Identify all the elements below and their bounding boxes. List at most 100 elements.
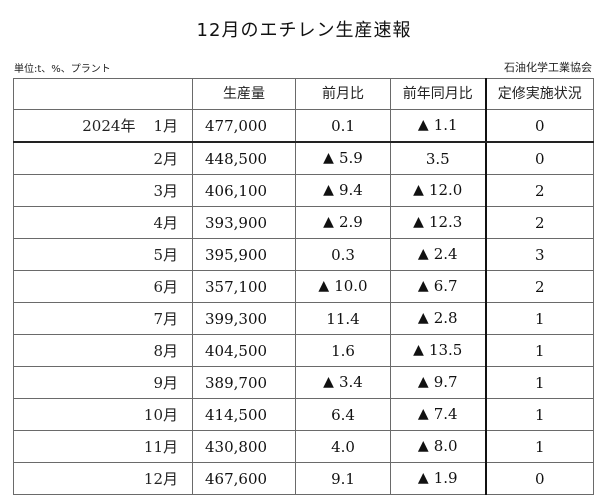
table-row: 3月 406,100 ▲ 9.4 ▲ 12.0 2 (13, 174, 594, 207)
percent-value: 1.9 (433, 469, 458, 487)
month-label: 11月 (143, 437, 178, 456)
mom-change-cell: ▲ 5.9 (295, 141, 391, 175)
ethylene-production-table: 生産量 前月比 前年同月比 定修実施状況 2024年 1月 477,000 0.1 ▲ 1… (13, 78, 594, 495)
negative-triangle-icon: ▲ (417, 310, 429, 326)
percent-value: 13.5 (428, 341, 463, 359)
header-month-over-month: 前月比 (295, 78, 391, 110)
production-cell: 399,300 (192, 302, 296, 335)
production-cell: 430,800 (192, 430, 296, 463)
percent-value: 12.3 (428, 213, 463, 231)
production-cell: 389,700 (192, 366, 296, 399)
source-attribution: 石油化学工業協会 (504, 61, 592, 74)
mom-change-cell: 1.6 (295, 334, 391, 367)
table-body: 2024年 1月 477,000 0.1 ▲ 1.1 0 2月 448,500 ▲ 5.9 3.5 0 3… (13, 109, 594, 495)
negative-triangle-icon: ▲ (417, 278, 429, 294)
header-production: 生産量 (192, 78, 296, 110)
mom-change-cell: 0.1 (295, 109, 391, 143)
header-year-over-year: 前年同月比 (390, 78, 486, 110)
percent-value: 9.1 (331, 469, 355, 488)
maintenance-count-cell: 1 (484, 430, 594, 463)
period-cell: 4月 (13, 206, 193, 239)
mom-change-cell: ▲ 10.0 (295, 270, 391, 303)
production-cell: 414,500 (192, 398, 296, 431)
mom-change-cell: ▲ 2.9 (295, 206, 391, 239)
table-row: 10月 414,500 6.4 ▲ 7.4 1 (13, 398, 594, 431)
percent-value: 1.1 (433, 116, 458, 134)
table-row: 2月 448,500 ▲ 5.9 3.5 0 (13, 141, 594, 175)
percent-value: 12.0 (428, 181, 463, 199)
mom-change-cell: 6.4 (295, 398, 391, 431)
page-title: 12月のエチレン生産速報 (196, 20, 412, 41)
mom-change-cell: 4.0 (295, 430, 391, 463)
negative-triangle-icon: ▲ (417, 374, 429, 390)
production-cell: 357,100 (192, 270, 296, 303)
unit-note: 単位:t、%、プラント (14, 64, 111, 75)
percent-value: 6.7 (433, 277, 458, 295)
period-cell: 12月 (13, 462, 193, 495)
month-label: 12月 (143, 469, 178, 488)
percent-value: 10.0 (334, 277, 368, 295)
month-label: 1月 (153, 116, 178, 135)
percent-value: 0.3 (331, 245, 355, 264)
month-label: 6月 (153, 277, 178, 296)
table-row: 5月 395,900 0.3 ▲ 2.4 3 (13, 238, 594, 271)
mom-change-cell: 11.4 (295, 302, 391, 335)
period-cell: 9月 (13, 366, 193, 399)
month-label: 9月 (153, 373, 178, 392)
negative-triangle-icon: ▲ (413, 214, 424, 230)
negative-triangle-icon: ▲ (318, 278, 330, 294)
maintenance-count-cell: 2 (484, 174, 594, 207)
percent-value: 2.4 (433, 245, 458, 263)
percent-value: 8.0 (433, 437, 458, 455)
yoy-change-cell: ▲ 12.0 (390, 174, 486, 207)
negative-triangle-icon: ▲ (413, 182, 424, 198)
yoy-change-cell: ▲ 8.0 (390, 430, 486, 463)
yoy-change-cell: ▲ 13.5 (390, 334, 486, 367)
header-maintenance: 定修実施状況 (484, 78, 594, 110)
month-label: 5月 (153, 245, 178, 264)
period-cell: 6月 (13, 270, 193, 303)
percent-value: 0.1 (331, 116, 355, 135)
period-cell: 2月 (13, 141, 193, 175)
period-cell: 2024年 1月 (13, 109, 193, 143)
period-cell: 10月 (13, 398, 193, 431)
header-period (13, 78, 193, 110)
yoy-change-cell: ▲ 2.8 (390, 302, 486, 335)
month-label: 10月 (143, 405, 178, 424)
month-label: 8月 (153, 341, 178, 360)
maintenance-count-cell: 1 (484, 398, 594, 431)
month-label: 3月 (153, 181, 178, 200)
percent-value: 9.7 (433, 373, 458, 391)
production-cell: 477,000 (192, 109, 296, 143)
negative-triangle-icon: ▲ (323, 150, 334, 166)
negative-triangle-icon: ▲ (417, 438, 429, 454)
period-cell: 7月 (13, 302, 193, 335)
yoy-change-cell: ▲ 1.1 (390, 109, 486, 143)
maintenance-count-cell: 0 (484, 462, 594, 495)
yoy-change-cell: ▲ 1.9 (390, 462, 486, 495)
period-cell: 3月 (13, 174, 193, 207)
production-cell: 467,600 (192, 462, 296, 495)
negative-triangle-icon: ▲ (323, 374, 334, 390)
table-header-row: 生産量 前月比 前年同月比 定修実施状況 (13, 78, 594, 110)
percent-value: 11.4 (326, 309, 360, 328)
negative-triangle-icon: ▲ (417, 117, 429, 133)
production-cell: 448,500 (192, 141, 296, 175)
mom-change-cell: ▲ 9.4 (295, 174, 391, 207)
year-label: 2024年 (82, 116, 136, 135)
table-row: 4月 393,900 ▲ 2.9 ▲ 12.3 2 (13, 206, 594, 239)
maintenance-count-cell: 0 (484, 109, 594, 143)
maintenance-count-cell: 2 (484, 206, 594, 239)
negative-triangle-icon: ▲ (417, 470, 429, 486)
yoy-change-cell: ▲ 2.4 (390, 238, 486, 271)
percent-value: 7.4 (433, 405, 458, 423)
yoy-change-cell: ▲ 9.7 (390, 366, 486, 399)
maintenance-count-cell: 2 (484, 270, 594, 303)
negative-triangle-icon: ▲ (417, 246, 429, 262)
negative-triangle-icon: ▲ (417, 406, 429, 422)
percent-value: 1.6 (331, 341, 355, 360)
yoy-change-cell: 3.5 (390, 141, 486, 175)
table-row: 12月 467,600 9.1 ▲ 1.9 0 (13, 462, 594, 495)
table-row: 11月 430,800 4.0 ▲ 8.0 1 (13, 430, 594, 463)
negative-triangle-icon: ▲ (413, 342, 424, 358)
